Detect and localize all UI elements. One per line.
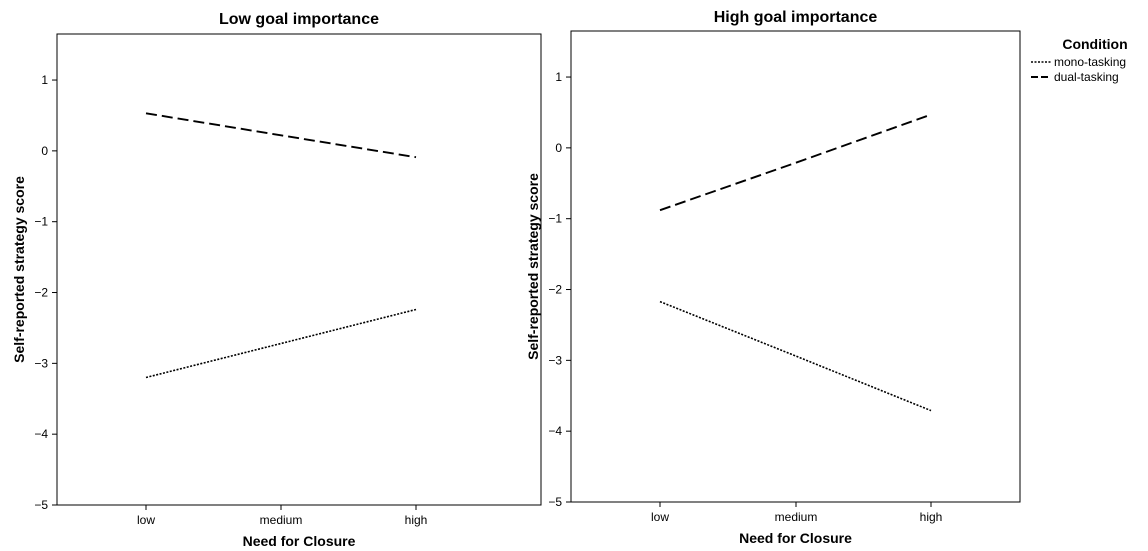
x-tick-label: low bbox=[651, 510, 669, 524]
y-tick-label: −5 bbox=[548, 495, 562, 509]
x-tick-label: low bbox=[137, 513, 155, 527]
x-tick-label: high bbox=[920, 510, 943, 524]
y-tick-label: −3 bbox=[548, 353, 562, 367]
legend-title: Condition bbox=[1062, 36, 1127, 52]
chart-panels: Low goal importance 1 0 −1 −2 −3 −4 −5 low medium… bbox=[11, 9, 1021, 549]
x-axis-label: Need for Closure bbox=[243, 533, 356, 549]
series-line-dual-tasking bbox=[145, 112, 417, 159]
x-tick-label: medium bbox=[260, 513, 303, 527]
chart-panel-1: Low goal importance 1 0 −1 −2 −3 −4 −5 low medium… bbox=[11, 11, 542, 549]
y-tick-label: −1 bbox=[548, 212, 562, 226]
y-tick-label: −4 bbox=[34, 427, 48, 441]
y-tick-label: −4 bbox=[548, 424, 562, 438]
chart-title: High goal importance bbox=[714, 9, 878, 26]
y-axis-label: Self-reported strategy score bbox=[525, 173, 541, 360]
y-tick-label: −2 bbox=[34, 286, 48, 300]
y-tick-label: −5 bbox=[34, 498, 48, 512]
y-tick-label: −1 bbox=[34, 215, 48, 229]
y-tick-label: 1 bbox=[41, 73, 48, 87]
x-tick-label: medium bbox=[775, 510, 818, 524]
y-axis-label: Self-reported strategy score bbox=[11, 176, 27, 363]
y-tick-label: 0 bbox=[555, 141, 562, 155]
x-axis-label: Need for Closure bbox=[739, 530, 852, 546]
y-tick-label: −2 bbox=[548, 283, 562, 297]
chart-panel-2: High goal importance 1 0 −1 −2 −3 −4 −5 low mediu… bbox=[525, 9, 1021, 546]
legend-label-mono-tasking: mono-tasking bbox=[1054, 55, 1126, 69]
plot-frame bbox=[56, 33, 542, 506]
series-line-mono-tasking bbox=[145, 308, 417, 379]
y-tick-label: 1 bbox=[555, 70, 562, 84]
y-tick-label: 0 bbox=[41, 144, 48, 158]
series-line-mono-tasking bbox=[659, 300, 932, 412]
legend-label-dual-tasking: dual-tasking bbox=[1054, 70, 1119, 84]
plot-frame bbox=[570, 30, 1021, 503]
x-tick-label: high bbox=[405, 513, 428, 527]
y-tick-label: −3 bbox=[34, 356, 48, 370]
series-line-dual-tasking bbox=[659, 113, 932, 212]
chart-title: Low goal importance bbox=[219, 11, 379, 28]
